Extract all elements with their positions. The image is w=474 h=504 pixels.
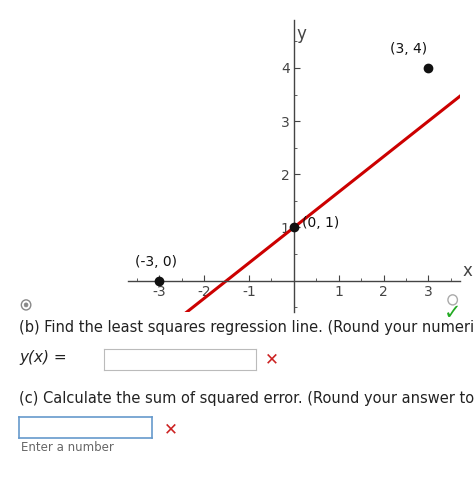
Text: (3, 4): (3, 4) (390, 42, 428, 56)
Text: ✕: ✕ (264, 350, 278, 368)
Text: y(x) =: y(x) = (19, 350, 66, 365)
Text: (b) Find the least squares regression line. (Round your numerical values to: (b) Find the least squares regression li… (19, 320, 474, 335)
Text: (0, 1): (0, 1) (302, 216, 339, 230)
Text: ✓: ✓ (444, 303, 461, 324)
Text: y: y (296, 26, 306, 43)
Text: Enter a number: Enter a number (21, 441, 114, 454)
Text: x: x (462, 262, 472, 280)
Text: (-3, 0): (-3, 0) (135, 255, 177, 269)
Text: ✕: ✕ (164, 420, 177, 438)
Text: (c) Calculate the sum of squared error. (Round your answer to two decimal: (c) Calculate the sum of squared error. … (19, 391, 474, 406)
